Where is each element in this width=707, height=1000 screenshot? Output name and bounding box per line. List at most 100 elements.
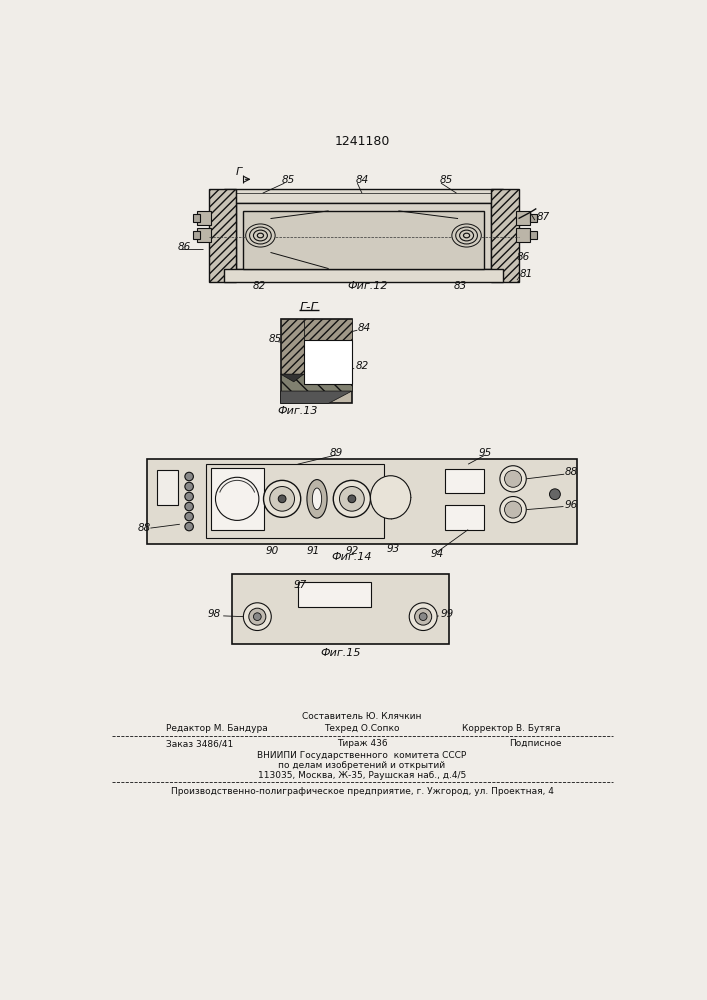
- Text: 89: 89: [329, 448, 343, 458]
- Text: Фиг.13: Фиг.13: [277, 406, 318, 416]
- Text: 85: 85: [440, 175, 452, 185]
- Circle shape: [549, 489, 561, 500]
- Text: Г: Г: [235, 273, 242, 283]
- Text: Техред О.Сопко: Техред О.Сопко: [325, 724, 399, 733]
- Polygon shape: [281, 374, 304, 382]
- Ellipse shape: [312, 488, 322, 510]
- Circle shape: [185, 482, 194, 491]
- Circle shape: [414, 608, 432, 625]
- Text: Фиг.12: Фиг.12: [347, 281, 387, 291]
- Bar: [211, 468, 264, 530]
- Ellipse shape: [246, 224, 275, 247]
- Text: 83: 83: [454, 281, 467, 291]
- Text: 86: 86: [177, 242, 191, 252]
- Circle shape: [339, 487, 364, 511]
- Text: 91: 91: [307, 546, 320, 556]
- Bar: [516, 211, 530, 225]
- Text: 83: 83: [325, 392, 338, 402]
- Text: 85: 85: [282, 175, 296, 185]
- Text: 113035, Москва, Ж-35, Раушская наб., д.4/5: 113035, Москва, Ж-35, Раушская наб., д.4…: [258, 771, 466, 780]
- Bar: [197, 211, 211, 225]
- Text: 85: 85: [268, 334, 281, 344]
- Bar: [146, 459, 577, 544]
- Circle shape: [185, 502, 194, 511]
- Text: Фиг.14: Фиг.14: [332, 552, 372, 562]
- Text: 86: 86: [517, 252, 530, 262]
- Circle shape: [409, 603, 437, 631]
- Text: Г-Г: Г-Г: [300, 301, 318, 314]
- Bar: [445, 469, 484, 493]
- Bar: [206, 464, 385, 538]
- Bar: [530, 214, 537, 222]
- Text: Редактор М. Бандура: Редактор М. Бандура: [166, 724, 268, 733]
- Bar: [516, 228, 530, 242]
- Circle shape: [419, 613, 427, 620]
- Bar: [281, 319, 352, 403]
- Text: 84: 84: [358, 323, 371, 333]
- Bar: [281, 319, 304, 384]
- Text: 1241180: 1241180: [334, 135, 390, 148]
- Circle shape: [216, 477, 259, 520]
- Circle shape: [249, 608, 266, 625]
- Bar: [232, 574, 449, 644]
- Text: 84: 84: [356, 175, 369, 185]
- Bar: [197, 228, 211, 242]
- Text: 82: 82: [252, 281, 266, 291]
- Bar: [298, 582, 371, 607]
- Circle shape: [185, 522, 194, 531]
- Bar: [491, 189, 518, 282]
- Circle shape: [505, 470, 522, 487]
- Circle shape: [505, 501, 522, 518]
- Circle shape: [279, 495, 286, 503]
- Bar: [224, 189, 503, 203]
- Bar: [224, 269, 503, 282]
- Text: ВНИИПИ Государственного  комитета СССР: ВНИИПИ Государственного комитета СССР: [257, 751, 467, 760]
- Bar: [235, 203, 491, 269]
- Bar: [281, 374, 352, 391]
- Bar: [445, 505, 484, 530]
- Text: Подписное: Подписное: [508, 739, 561, 748]
- Text: 94: 94: [431, 549, 444, 559]
- Bar: [193, 214, 200, 222]
- Text: 97: 97: [293, 580, 307, 590]
- Text: 98: 98: [208, 609, 221, 619]
- Text: 87: 87: [537, 212, 549, 222]
- Circle shape: [500, 497, 526, 523]
- Text: 96: 96: [565, 500, 578, 510]
- Text: Производственно-полиграфическое предприятие, г. Ужгород, ул. Проектная, 4: Производственно-полиграфическое предприя…: [170, 787, 554, 796]
- Circle shape: [333, 480, 370, 517]
- Text: Г: Г: [235, 167, 242, 177]
- Ellipse shape: [452, 224, 481, 247]
- Text: Заказ 3486/41: Заказ 3486/41: [166, 739, 233, 748]
- Bar: [193, 231, 200, 239]
- Circle shape: [185, 472, 194, 481]
- Bar: [243, 211, 484, 269]
- Text: 81: 81: [520, 269, 533, 279]
- Circle shape: [348, 495, 356, 503]
- Circle shape: [264, 480, 300, 517]
- Circle shape: [185, 512, 194, 521]
- Bar: [530, 231, 537, 239]
- Bar: [304, 340, 352, 384]
- Ellipse shape: [370, 476, 411, 519]
- Circle shape: [253, 613, 261, 620]
- Bar: [156, 470, 178, 505]
- Bar: [304, 319, 352, 340]
- Circle shape: [500, 466, 526, 492]
- Text: Составитель Ю. Клячкин: Составитель Ю. Клячкин: [302, 712, 421, 721]
- Bar: [209, 189, 235, 282]
- Text: 92: 92: [345, 546, 358, 556]
- Text: 95: 95: [479, 448, 492, 458]
- Text: Тираж 436: Тираж 436: [337, 739, 387, 748]
- Text: 88: 88: [138, 523, 151, 533]
- Text: +: +: [234, 508, 240, 517]
- Text: Фиг.15: Фиг.15: [320, 648, 361, 658]
- Circle shape: [243, 603, 271, 631]
- Circle shape: [185, 492, 194, 501]
- Text: Корректор В. Бутяга: Корректор В. Бутяга: [462, 724, 561, 733]
- Circle shape: [270, 487, 295, 511]
- Polygon shape: [281, 391, 352, 403]
- Text: 90: 90: [265, 546, 279, 556]
- Text: 82: 82: [356, 361, 369, 371]
- Ellipse shape: [307, 480, 327, 518]
